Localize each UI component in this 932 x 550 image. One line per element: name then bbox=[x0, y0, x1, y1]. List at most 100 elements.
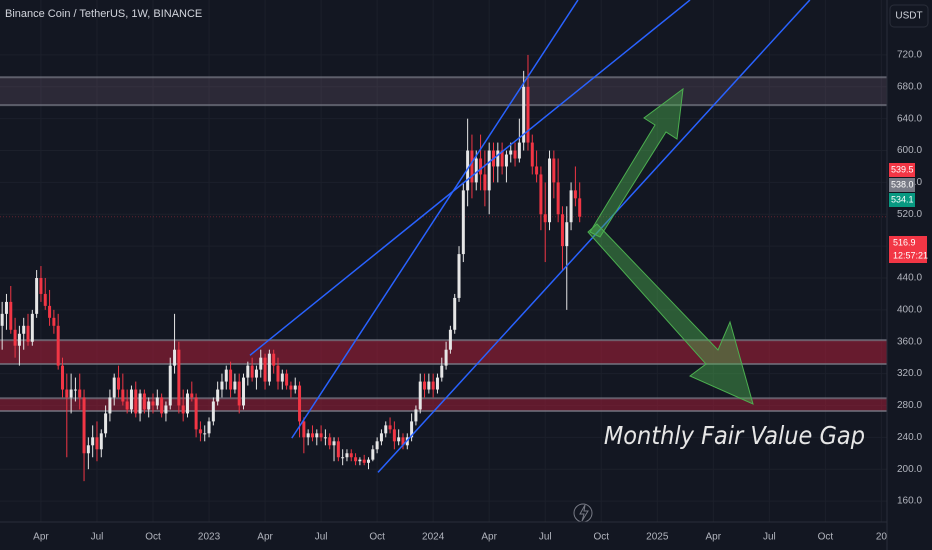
candle-body bbox=[371, 449, 375, 460]
chart-title: Binance Coin / TetherUS, 1W, BINANCE bbox=[5, 8, 202, 20]
candle-body bbox=[280, 373, 284, 382]
candle-body bbox=[453, 297, 457, 330]
candle-body bbox=[560, 214, 564, 247]
price-label-box bbox=[889, 193, 915, 207]
currency-box[interactable] bbox=[889, 4, 929, 28]
price-label: 539.5 bbox=[891, 164, 914, 174]
candle-body bbox=[9, 301, 13, 330]
candle-body bbox=[323, 437, 327, 439]
x-tick-label: Oct bbox=[593, 532, 609, 543]
candle-body bbox=[30, 313, 34, 342]
candle-body bbox=[0, 313, 4, 326]
candle-body bbox=[91, 437, 95, 446]
candle-body bbox=[530, 142, 534, 167]
x-tick-label: Apr bbox=[257, 532, 273, 543]
candle-body bbox=[319, 433, 323, 438]
x-tick-label: Oct bbox=[145, 532, 161, 543]
candle-body bbox=[427, 381, 431, 390]
candle-body bbox=[367, 459, 371, 463]
candle-body bbox=[39, 278, 43, 294]
candle-body bbox=[121, 389, 125, 402]
candle-body bbox=[78, 389, 82, 398]
candle-body bbox=[379, 433, 383, 442]
candle-body bbox=[26, 325, 30, 342]
zone bbox=[0, 340, 887, 365]
candle-body bbox=[99, 433, 103, 450]
candle-body bbox=[569, 190, 573, 223]
x-tick-label: 20 bbox=[876, 532, 888, 543]
candle-body bbox=[35, 278, 39, 314]
candle-body bbox=[401, 437, 405, 446]
y-tick-label: 720.0 bbox=[897, 50, 922, 61]
candle-body bbox=[466, 150, 470, 191]
y-tick-label: 680.0 bbox=[897, 81, 922, 92]
candle-body bbox=[190, 393, 194, 398]
currency[interactable]: USDT bbox=[895, 11, 922, 22]
channel-line bbox=[249, 0, 691, 356]
candle-body bbox=[431, 381, 435, 390]
candle-body bbox=[164, 405, 168, 414]
countdown: 12:57:21 bbox=[893, 250, 928, 260]
y-tick-label: 640.0 bbox=[897, 113, 922, 124]
x-tick-label: Jul bbox=[539, 532, 552, 543]
candle-body bbox=[272, 353, 276, 366]
down-arrow bbox=[587, 223, 754, 405]
x-tick-label: 2023 bbox=[198, 532, 221, 543]
candle-body bbox=[418, 381, 422, 410]
candle-body bbox=[384, 425, 388, 434]
candle-body bbox=[142, 393, 146, 410]
candle-body bbox=[216, 389, 220, 402]
candle-body bbox=[517, 142, 521, 159]
candle-body bbox=[496, 150, 500, 167]
candle-body bbox=[104, 413, 108, 434]
lightning-icon[interactable] bbox=[579, 504, 589, 522]
candle-body bbox=[168, 365, 172, 406]
candle-body bbox=[229, 369, 233, 390]
candle-body bbox=[147, 401, 151, 410]
x-tick-label: Apr bbox=[33, 532, 49, 543]
candle-body bbox=[392, 429, 396, 442]
candle-body bbox=[82, 397, 86, 454]
y-tick-label: 440.0 bbox=[897, 273, 922, 284]
y-tick-label: 600.0 bbox=[897, 145, 922, 156]
price-label: 538.0 bbox=[891, 179, 914, 189]
candle-body bbox=[548, 158, 552, 223]
candle-body bbox=[86, 445, 90, 454]
candle-body bbox=[526, 86, 530, 143]
candle-body bbox=[13, 329, 17, 346]
candle-body bbox=[250, 365, 254, 378]
y-tick-label: 520.0 bbox=[897, 209, 922, 220]
x-tick-label: Oct bbox=[369, 532, 385, 543]
y-tick-label: 320.0 bbox=[897, 368, 922, 379]
candle-body bbox=[328, 437, 332, 446]
candle-body bbox=[285, 373, 289, 386]
candle-body bbox=[332, 441, 336, 446]
candle-body bbox=[267, 353, 271, 382]
candle-body bbox=[160, 397, 164, 414]
candle-body bbox=[565, 222, 569, 247]
candle-body bbox=[177, 349, 181, 406]
candle-body bbox=[69, 389, 73, 398]
x-tick-label: 2024 bbox=[422, 532, 445, 543]
candle-body bbox=[211, 401, 215, 422]
candle-body bbox=[95, 437, 99, 450]
candle-body bbox=[362, 459, 366, 463]
candle-body bbox=[410, 421, 414, 438]
x-tick-label: Jul bbox=[315, 532, 328, 543]
candle-body bbox=[220, 381, 224, 390]
y-tick-label: 160.0 bbox=[897, 496, 922, 507]
candle-body bbox=[181, 405, 185, 414]
candle-body bbox=[513, 150, 517, 159]
x-tick-label: 2025 bbox=[646, 532, 669, 543]
candle-body bbox=[52, 317, 56, 326]
candle-body bbox=[155, 397, 159, 406]
candle-body bbox=[4, 301, 8, 314]
candle-body bbox=[375, 441, 379, 450]
candle-body bbox=[388, 425, 392, 430]
plot-area bbox=[0, 0, 887, 482]
x-tick-label: Jul bbox=[763, 532, 776, 543]
candle-body bbox=[423, 381, 427, 390]
